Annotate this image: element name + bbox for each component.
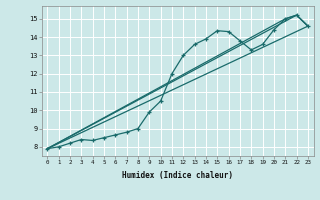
X-axis label: Humidex (Indice chaleur): Humidex (Indice chaleur) (122, 171, 233, 180)
